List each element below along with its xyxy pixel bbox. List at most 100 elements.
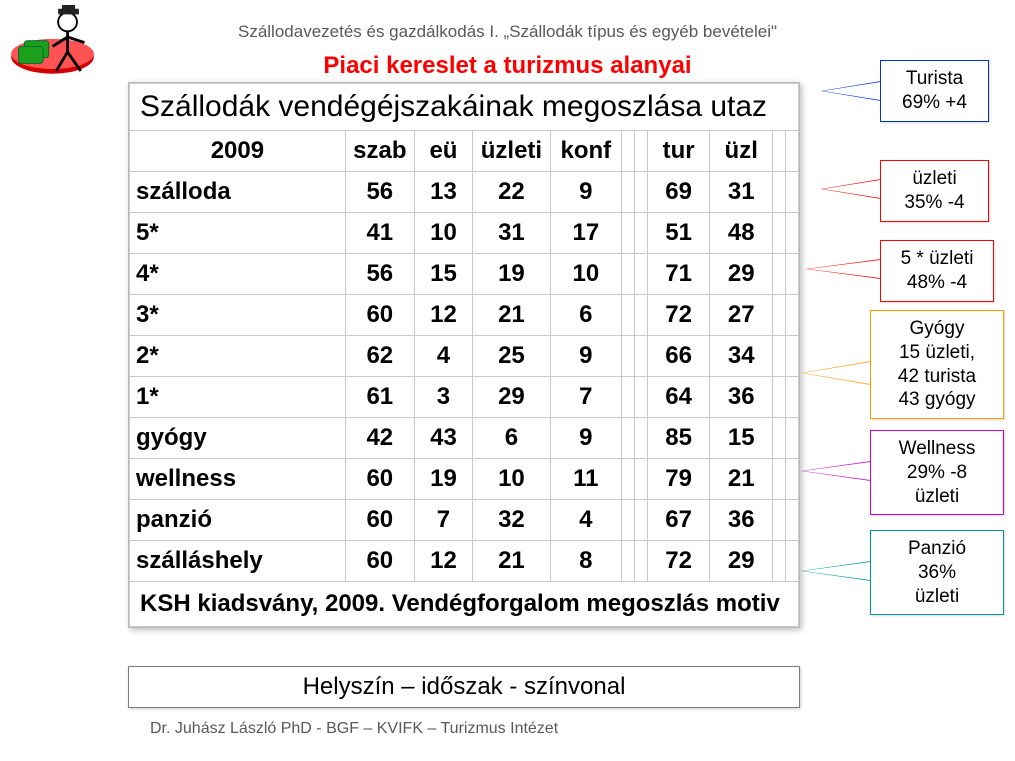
cell: 9	[550, 172, 621, 213]
table-row: 1*6132976436	[130, 377, 799, 418]
cell: 60	[345, 295, 414, 336]
bottom-box: Helyszín – időszak - színvonal	[128, 666, 800, 708]
cell-uzl: 31	[710, 172, 773, 213]
cell: 43	[414, 418, 472, 459]
cell: 17	[550, 213, 621, 254]
cell: 15	[414, 254, 472, 295]
cell-uzl: 15	[710, 418, 773, 459]
col-uzl: üzl	[710, 131, 773, 172]
table-row: 4*56151910 7129	[130, 254, 799, 295]
cell: 42	[345, 418, 414, 459]
cell: 31	[473, 213, 551, 254]
cell: 6	[550, 295, 621, 336]
table-row: wellness60191011 7921	[130, 459, 799, 500]
row-label: szálloda	[130, 172, 346, 213]
col-uzleti: üzleti	[473, 131, 551, 172]
callout-arrow-icon	[821, 179, 881, 199]
cell-uzl: 36	[710, 500, 773, 541]
cell: 10	[414, 213, 472, 254]
table-row: 2*624259 6634	[130, 336, 799, 377]
table-row: 5*41103117 5148	[130, 213, 799, 254]
row-label: 1*	[130, 377, 346, 418]
row-label: wellness	[130, 459, 346, 500]
cell: 21	[473, 541, 551, 582]
row-label: 4*	[130, 254, 346, 295]
callout-arrow-icon	[801, 461, 871, 481]
callout-arrow-icon	[801, 361, 871, 385]
cell-uzl: 27	[710, 295, 773, 336]
cell: 32	[473, 500, 551, 541]
cell: 60	[345, 500, 414, 541]
cell: 56	[345, 172, 414, 213]
cell-tur: 72	[647, 295, 710, 336]
cell: 25	[473, 336, 551, 377]
cell: 8	[550, 541, 621, 582]
cell: 21	[473, 295, 551, 336]
cell-tur: 51	[647, 213, 710, 254]
page-header: Szállodavezetés és gazdálkodás I. „Száll…	[0, 22, 1015, 42]
col-tur: tur	[647, 131, 710, 172]
cell: 60	[345, 541, 414, 582]
cell: 10	[550, 254, 621, 295]
cell-uzl: 48	[710, 213, 773, 254]
table-footer: KSH kiadsvány, 2009. Vendégforgalom mego…	[130, 582, 799, 627]
callout-arrow-icon	[801, 561, 871, 581]
callout-gyogy: Gyógy15 üzleti,42 turista43 gyógy	[870, 310, 1004, 419]
row-label: 5*	[130, 213, 346, 254]
row-label: panzió	[130, 500, 346, 541]
callout-wellness: Wellness29% -8üzleti	[870, 430, 1004, 515]
data-table: Szállodák vendégéjszakáinak megoszlása u…	[128, 82, 800, 628]
cell: 9	[550, 418, 621, 459]
cell: 56	[345, 254, 414, 295]
cell-tur: 64	[647, 377, 710, 418]
cell: 3	[414, 377, 472, 418]
cell: 7	[414, 500, 472, 541]
cell-uzl: 29	[710, 541, 773, 582]
col-eu: eü	[414, 131, 472, 172]
cell: 41	[345, 213, 414, 254]
row-label: 2*	[130, 336, 346, 377]
cell: 19	[473, 254, 551, 295]
cell-uzl: 21	[710, 459, 773, 500]
cell-tur: 72	[647, 541, 710, 582]
cell: 60	[345, 459, 414, 500]
cell: 11	[550, 459, 621, 500]
page-subtitle: Piaci kereslet a turizmus alanyai	[0, 52, 1015, 80]
cell: 13	[414, 172, 472, 213]
cell-tur: 66	[647, 336, 710, 377]
callout-panzio: Panzió36%üzleti	[870, 530, 1004, 615]
callout-arrow-icon	[806, 259, 881, 279]
cell: 61	[345, 377, 414, 418]
cell-tur: 79	[647, 459, 710, 500]
cell: 9	[550, 336, 621, 377]
callout-uzleti: üzleti35% -4	[880, 160, 989, 222]
cell-tur: 71	[647, 254, 710, 295]
row-label: 3*	[130, 295, 346, 336]
cell-uzl: 29	[710, 254, 773, 295]
col-year: 2009	[130, 131, 346, 172]
cell-tur: 67	[647, 500, 710, 541]
cell: 10	[473, 459, 551, 500]
table-row: panzió607324 6736	[130, 500, 799, 541]
cell-uzl: 34	[710, 336, 773, 377]
cell: 4	[550, 500, 621, 541]
cell: 22	[473, 172, 551, 213]
cell: 19	[414, 459, 472, 500]
cell: 62	[345, 336, 414, 377]
col-konf: konf	[550, 131, 621, 172]
cell: 4	[414, 336, 472, 377]
cell: 12	[414, 295, 472, 336]
cell: 29	[473, 377, 551, 418]
cell: 6	[473, 418, 551, 459]
table-title: Szállodák vendégéjszakáinak megoszlása u…	[130, 84, 799, 131]
slide: { "header": "Szállodavezetés és gazdálko…	[0, 0, 1015, 761]
callout-arrow-icon	[821, 81, 881, 101]
table-row: szálloda56132296931	[130, 172, 799, 213]
table-row: 3*6012216 7227	[130, 295, 799, 336]
cell-uzl: 36	[710, 377, 773, 418]
col-szab: szab	[345, 131, 414, 172]
callout-5uzleti: 5 * üzleti48% -4	[880, 240, 994, 302]
table-header-row: 2009 szab eü üzleti konf tur üzl	[130, 131, 799, 172]
credit-line: Dr. Juhász László PhD - BGF – KVIFK – Tu…	[150, 720, 558, 738]
cell: 12	[414, 541, 472, 582]
